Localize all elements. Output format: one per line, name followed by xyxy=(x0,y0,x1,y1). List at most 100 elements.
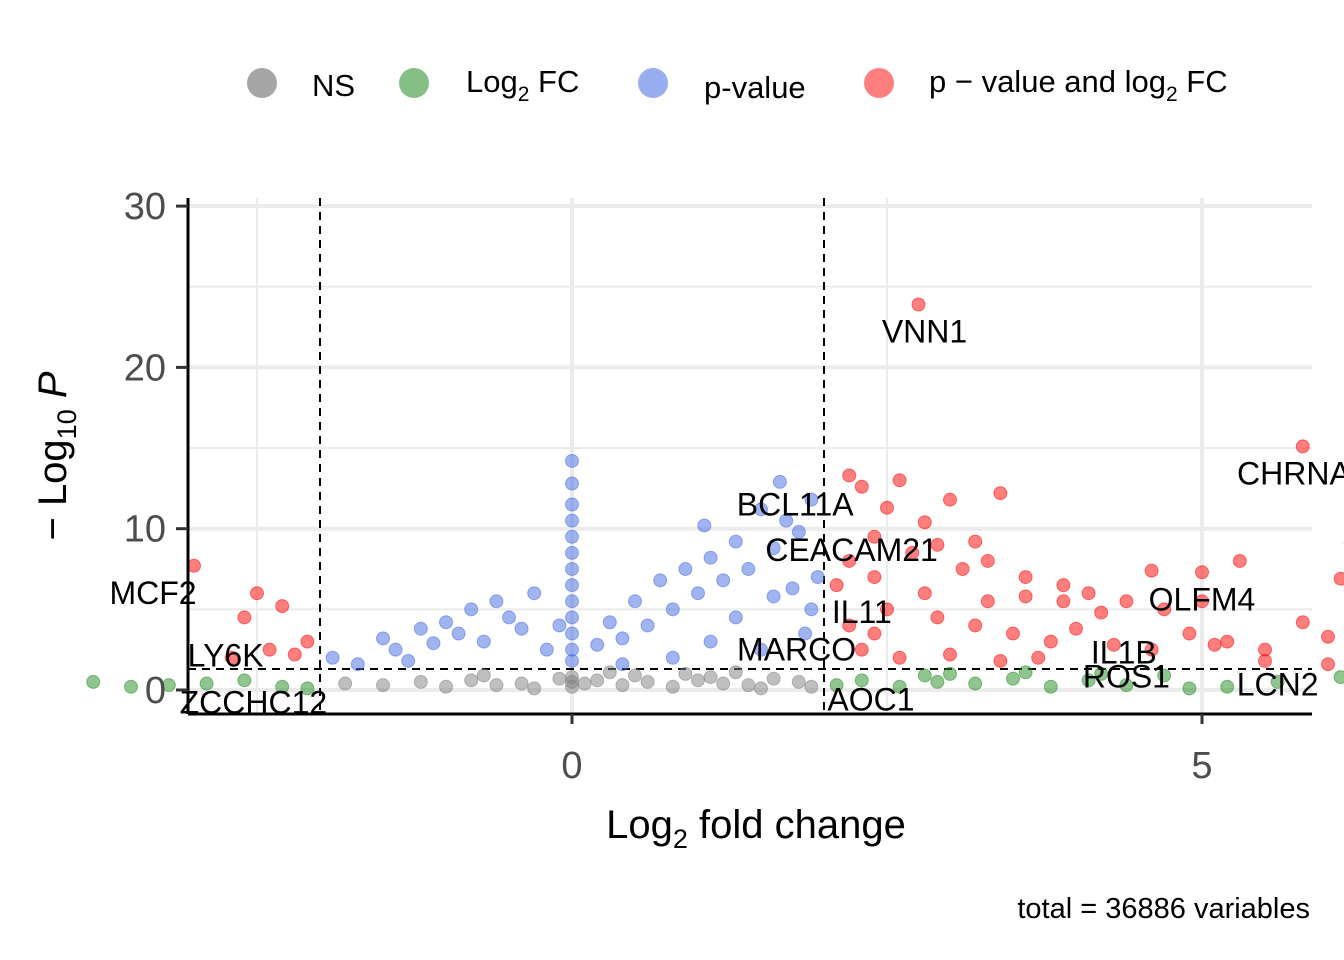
point-fc-29 xyxy=(1094,666,1109,681)
point-fc-p-19 xyxy=(980,553,995,568)
point-ns-29 xyxy=(602,665,617,680)
point-p-0 xyxy=(325,650,340,665)
point-ns-14 xyxy=(640,674,655,689)
point-p-29 xyxy=(565,653,579,668)
x-axis-title: Log2 fold change xyxy=(606,803,906,854)
point-ns-10 xyxy=(565,670,579,685)
gene-label-ceacam21: CEACAM21 xyxy=(765,532,938,568)
point-fc-p-25 xyxy=(1195,594,1209,609)
point-p-39 xyxy=(697,518,712,533)
point-ns-25 xyxy=(754,681,768,696)
point-ns-22 xyxy=(628,668,642,683)
point-fc-3 xyxy=(199,676,214,691)
legend: NS Log2 FC p-value p − value and log2 FC xyxy=(247,64,1228,106)
point-p-10 xyxy=(476,634,491,649)
point-fc-p-26 xyxy=(880,602,894,617)
point-p-30 xyxy=(590,637,605,652)
gene-label-csf3: CSF3 xyxy=(1342,526,1344,562)
point-p-47 xyxy=(779,513,794,528)
point-fc-p-20 xyxy=(1018,570,1033,585)
point-ns-19 xyxy=(766,671,781,686)
point-fc-p-65 xyxy=(1018,589,1033,604)
point-fc-p-35 xyxy=(1220,634,1235,649)
point-p-21 xyxy=(565,529,579,544)
point-p-9 xyxy=(464,602,479,617)
y-tick-label-1: 10 xyxy=(124,509,166,551)
point-fc-p-6 xyxy=(287,647,302,662)
point-fc-p-3 xyxy=(237,610,252,625)
point-fc-p-8 xyxy=(842,468,857,483)
point-fc-p-22 xyxy=(1081,586,1096,601)
point-p-56 xyxy=(798,626,813,641)
point-p-41 xyxy=(716,573,731,588)
point-ns-4 xyxy=(489,678,504,693)
gene-label-marco: MARCO xyxy=(737,631,856,667)
point-ns-21 xyxy=(804,679,819,694)
point-ns-23 xyxy=(703,670,718,685)
point-fc-1 xyxy=(124,679,138,694)
point-fc-p-9 xyxy=(854,479,869,494)
gene-label-olfm4: OLFM4 xyxy=(1149,581,1256,617)
gene-label-bcl11a: BCL11A xyxy=(737,486,854,522)
point-fc-p-23 xyxy=(1119,594,1134,609)
point-fc-18 xyxy=(1220,679,1235,694)
x-tick-label-1: 0 xyxy=(561,745,582,787)
point-p-14 xyxy=(527,586,542,601)
point-fc-28 xyxy=(917,668,932,683)
point-p-48 xyxy=(791,524,806,539)
point-fc-p-4 xyxy=(262,642,277,657)
y-tick-label-3: 30 xyxy=(124,186,166,228)
gene-label-lcn2: LCN2 xyxy=(1237,667,1319,703)
point-fc-p-14 xyxy=(993,486,1008,501)
point-fc-p-45 xyxy=(917,586,932,601)
point-fc-p-33 xyxy=(1144,642,1159,657)
gene-label-mcf2: MCF2 xyxy=(109,575,196,611)
point-p-2 xyxy=(376,631,390,646)
point-fc-15 xyxy=(1119,678,1134,693)
y-tick-label-0: 0 xyxy=(145,670,166,712)
gene-label-ly6k: LY6K xyxy=(188,638,264,674)
point-p-12 xyxy=(502,610,516,625)
point-ns-0 xyxy=(376,678,390,693)
point-p-17 xyxy=(565,453,579,468)
point-p-4 xyxy=(401,653,416,668)
point-fc-p-46 xyxy=(980,594,995,609)
point-ns-18 xyxy=(741,678,756,693)
point-ns-26 xyxy=(338,676,353,691)
point-p-35 xyxy=(653,573,668,588)
point-p-6 xyxy=(426,636,441,651)
point-fc-p-27 xyxy=(930,610,945,625)
point-ns-2 xyxy=(439,679,453,694)
point-fc-p-39 xyxy=(943,647,957,662)
point-fc-9 xyxy=(892,679,907,694)
point-ns-13 xyxy=(615,678,630,693)
point-fc-p-7 xyxy=(300,634,315,649)
legend-label-fc: Log2 FC xyxy=(466,64,579,106)
point-fc-p-32 xyxy=(1106,637,1121,652)
point-fc-p-13 xyxy=(943,492,957,507)
point-fc-16 xyxy=(1157,668,1172,683)
point-p-20 xyxy=(565,513,579,528)
point-p-34 xyxy=(640,618,655,633)
point-ns-3 xyxy=(464,673,479,688)
point-fc-p-17 xyxy=(930,537,945,552)
point-p-50 xyxy=(810,570,825,585)
point-fc-11 xyxy=(968,676,983,691)
point-ns-20 xyxy=(791,674,806,689)
point-fc-4 xyxy=(237,673,252,688)
gene-label-vnn1: VNN1 xyxy=(882,313,967,349)
gene-label-il1b: IL1B xyxy=(1091,634,1157,670)
point-ns-7 xyxy=(552,671,567,686)
point-fc-p-34 xyxy=(1182,626,1197,641)
point-fc-5 xyxy=(275,679,290,694)
point-p-43 xyxy=(741,562,756,577)
legend-marker-fc xyxy=(399,68,429,98)
point-p-8 xyxy=(451,626,466,641)
point-p-38 xyxy=(691,586,705,601)
point-p-52 xyxy=(766,589,781,604)
point-ns-5 xyxy=(514,676,529,691)
point-fc-8 xyxy=(854,673,869,688)
axes: -505100102030 xyxy=(124,186,1312,787)
point-fc-19 xyxy=(1270,674,1285,689)
point-p-22 xyxy=(565,545,579,560)
